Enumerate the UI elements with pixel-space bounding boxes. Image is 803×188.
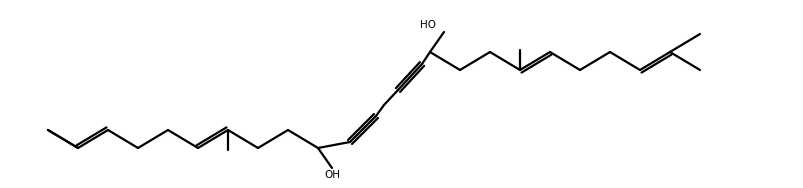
Text: OH: OH: [324, 170, 340, 180]
Text: HO: HO: [419, 20, 435, 30]
